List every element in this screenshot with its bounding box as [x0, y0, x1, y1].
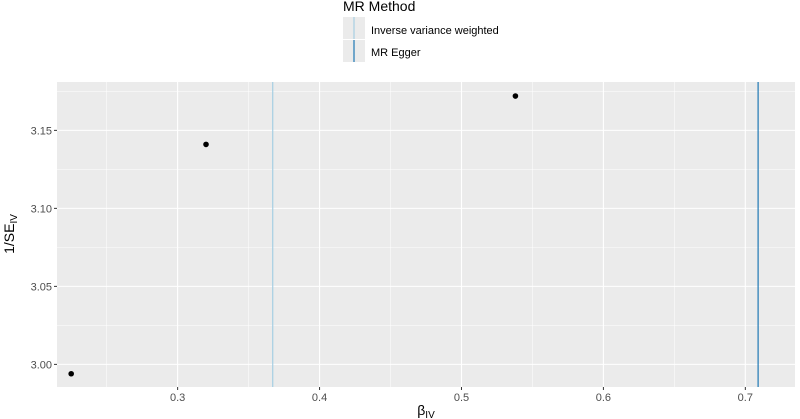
grid-major — [57, 82, 795, 387]
y-axis-title-main: 1/SE — [1, 224, 17, 254]
legend-label-egger: MR Egger — [371, 47, 421, 59]
data-point — [203, 141, 209, 148]
y-axis-ticks: 3.00 3.05 3.10 3.15 — [31, 125, 57, 371]
y-tick-label: 3.00 — [31, 359, 52, 371]
y-tick-label: 3.05 — [31, 281, 52, 293]
legend: MR Method Inverse variance weighted MR E… — [343, 0, 499, 62]
legend-title: MR Method — [343, 0, 415, 14]
legend-item-egger: MR Egger — [343, 40, 421, 62]
x-axis-title-sub: IV — [425, 410, 435, 419]
x-tick-label: 0.5 — [454, 392, 469, 404]
y-axis-title-sub: IV — [9, 214, 20, 224]
data-points — [68, 93, 519, 377]
data-point — [512, 93, 519, 99]
x-axis-title-main: β — [417, 402, 425, 418]
data-point — [68, 370, 74, 377]
y-axis-title: 1/SEIV — [1, 214, 20, 254]
y-tick-label: 3.10 — [31, 203, 52, 215]
legend-item-ivw: Inverse variance weighted — [343, 17, 499, 39]
legend-label-ivw: Inverse variance weighted — [371, 25, 499, 37]
x-axis-title: βIV — [417, 402, 435, 419]
x-axis-ticks: 0.3 0.4 0.5 0.6 0.7 — [170, 387, 753, 404]
y-tick-label: 3.15 — [31, 125, 52, 137]
grid-minor — [57, 82, 795, 387]
x-tick-label: 0.3 — [170, 392, 185, 404]
reference-lines — [272, 82, 759, 387]
x-tick-label: 0.6 — [596, 392, 611, 404]
x-tick-label: 0.4 — [312, 392, 327, 404]
x-tick-label: 0.7 — [738, 392, 753, 404]
plot-panel — [57, 82, 795, 387]
